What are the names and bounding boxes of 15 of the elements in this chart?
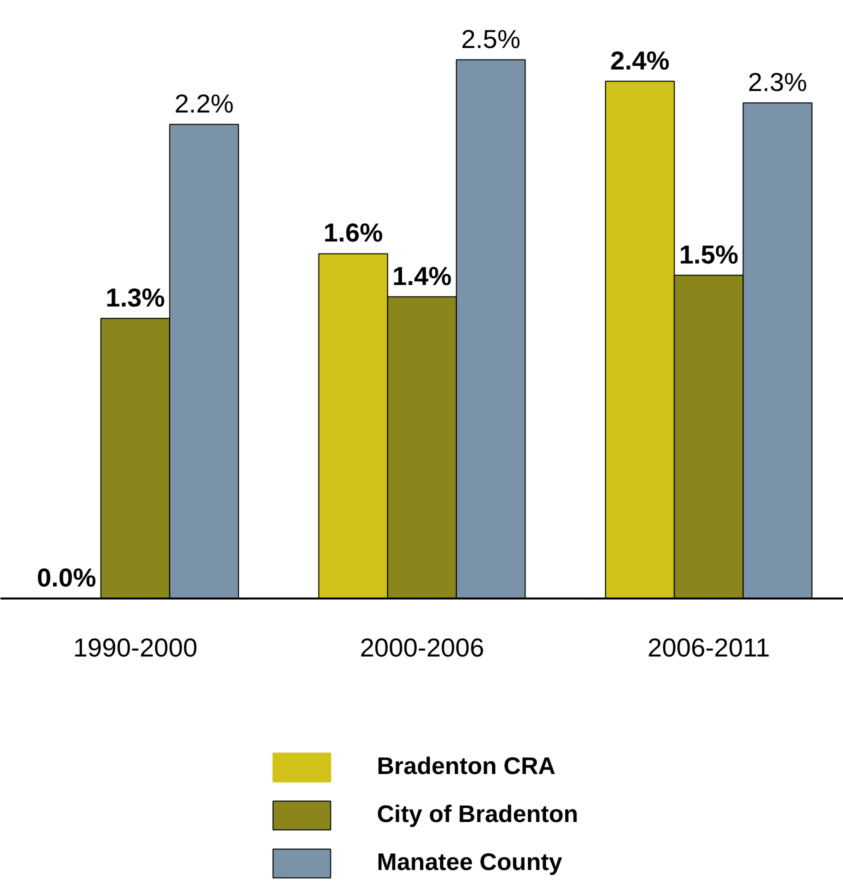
data-label: 2.4% — [610, 45, 670, 76]
legend-label: City of Bradenton — [376, 801, 578, 829]
data-label: 2.5% — [461, 24, 520, 54]
data-label: 1.4% — [392, 260, 452, 291]
x-tick-label: 1990-2000 — [73, 632, 198, 662]
data-label: 2.2% — [174, 88, 234, 118]
data-label: 0.0% — [36, 562, 96, 592]
data-label: 1.6% — [324, 218, 383, 248]
x-tick-label: 2006-2011 — [648, 632, 770, 662]
data-label: 1.3% — [106, 282, 165, 312]
legend-label: Manatee County — [376, 849, 562, 877]
legend-label: Bradenton CRA — [376, 753, 556, 781]
data-label: 1.5% — [679, 239, 738, 270]
x-tick-label: 2000-2006 — [360, 632, 484, 662]
data-label: 2.3% — [748, 66, 808, 97]
